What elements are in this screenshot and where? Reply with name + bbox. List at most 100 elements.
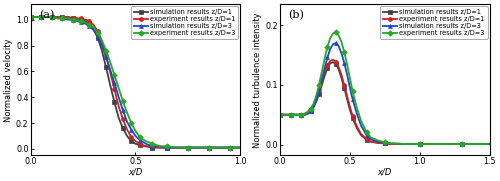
- experiment results z/D=1: [324, 64, 330, 66]
- simulation results z/D=1: [319, 84, 325, 86]
- simulation results z/D=1: [55, 16, 61, 18]
- X-axis label: x/D: x/D: [378, 168, 392, 177]
- simulation results z/D=1: [78, 19, 84, 21]
- experiment results z/D=3: [158, 145, 164, 147]
- simulation results z/D=1: [310, 106, 316, 109]
- simulation results z/D=3: [82, 22, 88, 25]
- simulation results z/D=3: [314, 99, 320, 102]
- simulation results z/D=1: [277, 114, 283, 116]
- simulation results z/D=1: [216, 147, 222, 149]
- experiment results z/D=1: [280, 114, 285, 116]
- experiment results z/D=3: [324, 45, 330, 48]
- simulation results z/D=3: [164, 147, 170, 149]
- Line: simulation results z/D=3: simulation results z/D=3: [278, 41, 492, 146]
- simulation results z/D=1: [32, 16, 38, 18]
- simulation results z/D=3: [310, 106, 316, 108]
- simulation results z/D=1: [59, 16, 65, 18]
- simulation results z/D=3: [74, 20, 80, 22]
- simulation results z/D=1: [284, 114, 290, 116]
- simulation results z/D=1: [344, 98, 350, 100]
- simulation results z/D=3: [55, 17, 61, 20]
- experiment results z/D=3: [302, 113, 308, 115]
- simulation results z/D=1: [149, 147, 155, 149]
- experiment results z/D=3: [319, 71, 325, 73]
- experiment results z/D=3: [277, 114, 283, 116]
- simulation results z/D=1: [280, 114, 285, 116]
- experiment results z/D=1: [374, 142, 380, 144]
- experiment results z/D=1: [364, 138, 370, 140]
- simulation results z/D=3: [330, 43, 336, 45]
- simulation results z/D=1: [227, 147, 233, 149]
- experiment results z/D=3: [291, 114, 297, 116]
- simulation results z/D=3: [99, 44, 105, 47]
- experiment results z/D=1: [185, 147, 191, 149]
- simulation results z/D=3: [347, 86, 353, 88]
- experiment results z/D=3: [86, 24, 92, 26]
- experiment results z/D=3: [341, 51, 347, 53]
- simulation results z/D=1: [128, 140, 134, 142]
- experiment results z/D=3: [128, 122, 134, 124]
- simulation results z/D=1: [305, 112, 311, 115]
- simulation results z/D=3: [120, 109, 126, 111]
- simulation results z/D=3: [302, 114, 308, 116]
- experiment results z/D=3: [486, 143, 492, 145]
- experiment results z/D=1: [55, 16, 61, 18]
- simulation results z/D=1: [336, 68, 342, 70]
- experiment results z/D=3: [310, 103, 316, 105]
- experiment results z/D=3: [124, 112, 130, 114]
- simulation results z/D=3: [103, 56, 109, 58]
- simulation results z/D=1: [291, 114, 297, 116]
- experiment results z/D=1: [486, 143, 492, 145]
- experiment results z/D=3: [48, 16, 54, 18]
- experiment results z/D=1: [94, 30, 100, 32]
- experiment results z/D=3: [295, 114, 301, 116]
- simulation results z/D=1: [112, 101, 117, 104]
- experiment results z/D=3: [237, 147, 243, 149]
- simulation results z/D=3: [319, 78, 325, 81]
- simulation results z/D=1: [333, 63, 339, 65]
- simulation results z/D=1: [132, 143, 138, 145]
- simulation results z/D=1: [374, 142, 380, 144]
- simulation results z/D=3: [486, 143, 492, 145]
- experiment results z/D=3: [103, 50, 109, 52]
- experiment results z/D=1: [28, 16, 34, 18]
- simulation results z/D=3: [277, 114, 283, 116]
- experiment results z/D=3: [174, 147, 180, 149]
- simulation results z/D=3: [206, 147, 212, 149]
- experiment results z/D=3: [78, 20, 84, 22]
- simulation results z/D=1: [322, 75, 328, 77]
- simulation results z/D=3: [237, 147, 243, 149]
- experiment results z/D=1: [124, 129, 130, 131]
- simulation results z/D=3: [341, 62, 347, 64]
- experiment results z/D=3: [288, 114, 294, 116]
- simulation results z/D=1: [298, 114, 304, 116]
- simulation results z/D=1: [103, 66, 109, 69]
- experiment results z/D=1: [444, 143, 450, 145]
- simulation results z/D=3: [388, 142, 394, 144]
- experiment results z/D=3: [350, 90, 356, 92]
- simulation results z/D=1: [354, 127, 360, 129]
- experiment results z/D=3: [347, 77, 353, 79]
- experiment results z/D=3: [327, 37, 333, 39]
- experiment results z/D=3: [338, 41, 344, 43]
- simulation results z/D=3: [86, 25, 92, 27]
- simulation results z/D=1: [324, 67, 330, 69]
- simulation results z/D=1: [82, 20, 88, 22]
- simulation results z/D=1: [196, 147, 202, 149]
- simulation results z/D=1: [206, 147, 212, 149]
- simulation results z/D=3: [327, 48, 333, 50]
- simulation results z/D=1: [288, 114, 294, 116]
- experiment results z/D=1: [368, 140, 374, 143]
- simulation results z/D=1: [66, 16, 71, 18]
- experiment results z/D=1: [120, 118, 126, 120]
- experiment results z/D=3: [116, 87, 121, 89]
- simulation results z/D=3: [402, 143, 408, 145]
- simulation results z/D=1: [358, 134, 364, 136]
- simulation results z/D=3: [124, 121, 130, 123]
- experiment results z/D=1: [99, 41, 105, 43]
- experiment results z/D=1: [305, 111, 311, 113]
- simulation results z/D=1: [314, 100, 320, 103]
- simulation results z/D=1: [116, 117, 121, 119]
- experiment results z/D=3: [364, 131, 370, 133]
- Legend: simulation results z/D=1, experiment results z/D=1, simulation results z/D=3, ex: simulation results z/D=1, experiment res…: [131, 6, 238, 39]
